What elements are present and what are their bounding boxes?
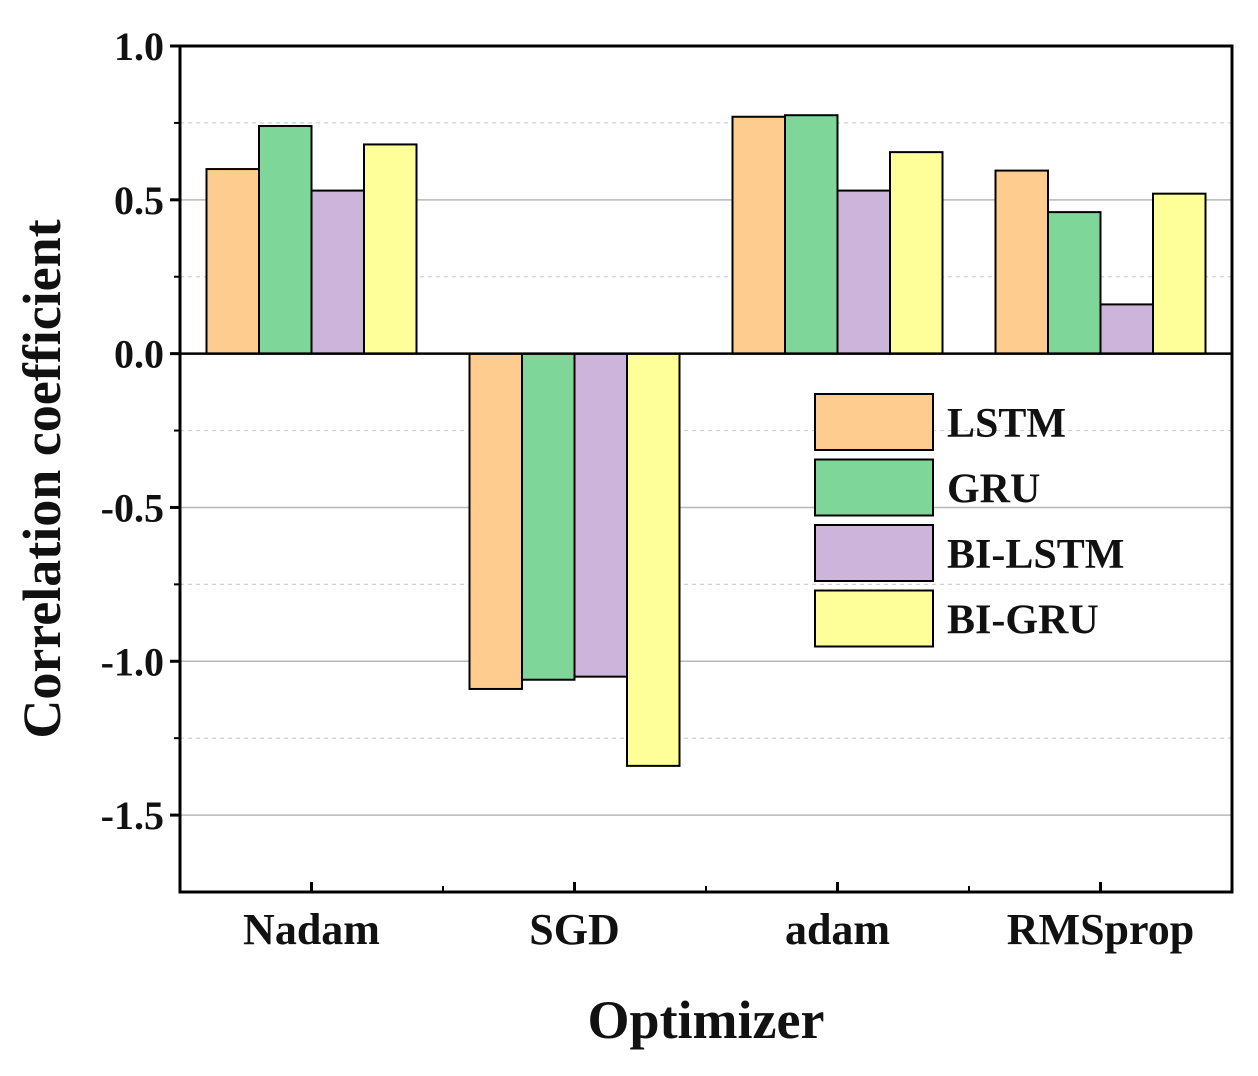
bar-gru-adam: [784, 114, 839, 355]
bar-bi-gru-adam: [889, 151, 944, 355]
x-axis-title: Optimizer: [588, 990, 825, 1050]
plot-frame: [178, 44, 1234, 894]
bar-gru-nadam: [258, 124, 313, 355]
y-tick-label: -1.0: [101, 639, 164, 684]
x-tick-label: Nadam: [243, 905, 380, 954]
bar-lstm-rmsprop: [994, 169, 1049, 355]
legend-swatch-bi-lstm: [814, 524, 934, 582]
bar-bi-lstm-sgd: [573, 352, 628, 678]
gridlines: [180, 122, 1232, 816]
x-tick-label: SGD: [529, 905, 619, 954]
legend-label: GRU: [947, 467, 1040, 513]
x-axis: Nadam SGD adam RMSprop: [243, 882, 1194, 954]
legend-label: LSTM: [947, 401, 1066, 447]
legend: LSTM GRU BI-LSTM BI-GRU: [814, 393, 1124, 648]
legend-label: BI-LSTM: [947, 532, 1124, 578]
y-tick-label: 0.5: [114, 178, 164, 223]
bar-lstm-nadam: [205, 168, 260, 355]
bar-bi-lstm-adam: [836, 189, 891, 355]
bar-gru-sgd: [521, 352, 576, 681]
bar-bi-gru-nadam: [363, 143, 418, 355]
y-tick-label: -0.5: [101, 485, 164, 530]
bar-bi-lstm-rmsprop: [1099, 303, 1154, 355]
x-tick-label: RMSprop: [1007, 905, 1194, 954]
y-axis: 1.0 0.5 0.0 -0.5 -1.0 -1.5: [101, 24, 180, 838]
x-tick-label: adam: [785, 905, 890, 954]
bar-bi-gru-sgd: [626, 352, 681, 767]
legend-label: BI-GRU: [947, 598, 1099, 644]
legend-swatch-lstm: [814, 393, 934, 451]
legend-swatch-gru: [814, 458, 934, 517]
bar-bi-gru-rmsprop: [1152, 192, 1207, 355]
bar-lstm-adam: [731, 115, 786, 355]
y-axis-title: Correlation coefficient: [12, 219, 72, 738]
y-tick-label: 0.0: [114, 332, 164, 377]
y-tick-label: -1.5: [101, 793, 164, 838]
bar-gru-rmsprop: [1047, 211, 1102, 355]
bar-lstm-sgd: [468, 352, 523, 690]
y-tick-label: 1.0: [114, 24, 164, 69]
bar-bi-lstm-nadam: [310, 189, 365, 355]
legend-swatch-bi-gru: [814, 589, 934, 648]
